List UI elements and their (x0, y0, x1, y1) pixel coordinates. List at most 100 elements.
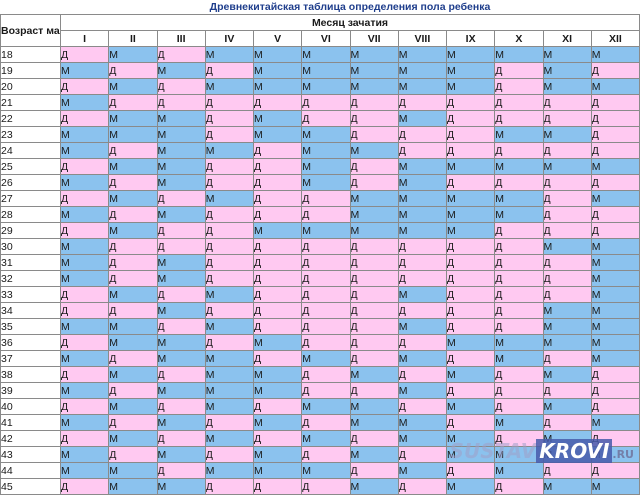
girl-cell: Д (590, 110, 640, 127)
girl-cell: Д (445, 350, 496, 367)
girl-cell: Д (349, 110, 399, 127)
boy-cell: М (445, 478, 496, 495)
boy-cell: М (301, 62, 351, 79)
girl-cell: Д (301, 382, 351, 399)
boy-cell: М (108, 334, 158, 351)
boy-cell: М (156, 446, 206, 463)
girl-cell: Д (542, 414, 592, 431)
boy-cell: М (204, 46, 255, 63)
girl-cell: Д (204, 478, 255, 495)
girl-cell: Д (349, 254, 399, 271)
boy-cell: М (590, 478, 640, 495)
girl-cell: Д (494, 94, 544, 111)
month-row: I II III IV V VI VII VIII IX X XI XII (1, 30, 640, 47)
girl-cell: Д (108, 382, 158, 399)
boy-cell: М (59, 350, 110, 367)
month-col-header: IX (445, 30, 496, 47)
girl-cell: Д (108, 62, 158, 79)
mother-age-cell: 43 (0, 446, 61, 463)
boy-cell: М (108, 398, 158, 415)
girl-cell: Д (349, 318, 399, 335)
boy-cell: М (445, 78, 496, 95)
table-row: 37 М Д М М Д М Д М Д М Д М (0, 350, 640, 367)
mother-age-cell: 31 (0, 254, 61, 271)
girl-cell: Д (252, 254, 303, 271)
girl-cell: Д (542, 190, 592, 207)
girl-cell: Д (494, 286, 544, 303)
gender-table: Возраст матери Месяц зачатия IIIIIIIVVVI… (0, 14, 640, 495)
boy-cell: М (204, 318, 255, 335)
header-row-1: Возраст матери Месяц зачатия (0, 14, 640, 47)
mother-age-cell: 44 (0, 462, 61, 479)
boy-cell: М (397, 222, 448, 239)
boy-cell: М (445, 206, 496, 223)
girl-cell: Д (590, 142, 640, 159)
girl-cell: Д (397, 254, 448, 271)
girl-cell: Д (445, 174, 496, 191)
girl-cell: Д (494, 142, 544, 159)
girl-cell: Д (494, 254, 544, 271)
girl-cell: Д (542, 254, 592, 271)
girl-cell: Д (494, 302, 544, 319)
boy-cell: М (542, 446, 592, 463)
girl-cell: Д (590, 430, 640, 447)
mother-age-cell: 30 (0, 238, 61, 255)
boy-cell: М (108, 430, 158, 447)
boy-cell: М (349, 414, 399, 431)
mother-age-cell: 35 (0, 318, 61, 335)
girl-cell: Д (156, 430, 206, 447)
table-row: 39 М Д М М М Д Д М Д Д Д Д (0, 382, 640, 399)
girl-cell: Д (301, 270, 351, 287)
boy-cell: М (156, 350, 206, 367)
boy-cell: М (156, 206, 206, 223)
boy-cell: М (542, 46, 592, 63)
boy-cell: М (445, 398, 496, 415)
girl-cell: Д (59, 222, 110, 239)
boy-cell: М (397, 158, 448, 175)
boy-cell: М (542, 478, 592, 495)
boy-cell: М (494, 126, 544, 143)
month-col-header: VIII (397, 30, 448, 47)
girl-cell: Д (349, 126, 399, 143)
boy-cell: М (494, 462, 544, 479)
boy-cell: М (301, 126, 351, 143)
table-row: 31 М Д М Д Д Д Д Д Д Д Д М (0, 254, 640, 271)
girl-cell: Д (204, 270, 255, 287)
table-row: 32 М Д М Д Д Д Д Д Д Д Д М (0, 270, 640, 287)
girl-cell: Д (542, 142, 592, 159)
boy-cell: М (59, 126, 110, 143)
mother-age-cell: 40 (0, 398, 61, 415)
girl-cell: Д (301, 302, 351, 319)
girl-cell: Д (301, 286, 351, 303)
boy-cell: М (204, 462, 255, 479)
girl-cell: Д (59, 158, 110, 175)
boy-cell: М (349, 446, 399, 463)
boy-cell: М (108, 222, 158, 239)
boy-cell: М (204, 190, 255, 207)
girl-cell: Д (59, 302, 110, 319)
girl-cell: Д (494, 430, 544, 447)
table-row: 29 Д М Д Д М М М М М Д Д Д (0, 222, 640, 239)
mother-age-cell: 32 (0, 270, 61, 287)
month-col-header: I (59, 30, 110, 47)
girl-cell: Д (156, 94, 206, 111)
month-col-header: XI (542, 30, 592, 47)
boy-cell: М (252, 334, 303, 351)
girl-cell: Д (590, 462, 640, 479)
boy-cell: М (204, 78, 255, 95)
mother-age-cell: 25 (0, 158, 61, 175)
boy-cell: М (349, 190, 399, 207)
girl-cell: Д (204, 126, 255, 143)
girl-cell: Д (349, 302, 399, 319)
boy-cell: М (397, 286, 448, 303)
boy-cell: М (542, 398, 592, 415)
girl-cell: Д (542, 270, 592, 287)
girl-cell: Д (59, 190, 110, 207)
boy-cell: М (590, 286, 640, 303)
boy-cell: М (590, 270, 640, 287)
girl-cell: Д (301, 238, 351, 255)
boy-cell: М (590, 254, 640, 271)
boy-cell: М (590, 190, 640, 207)
girl-cell: Д (494, 222, 544, 239)
boy-cell: М (108, 462, 158, 479)
